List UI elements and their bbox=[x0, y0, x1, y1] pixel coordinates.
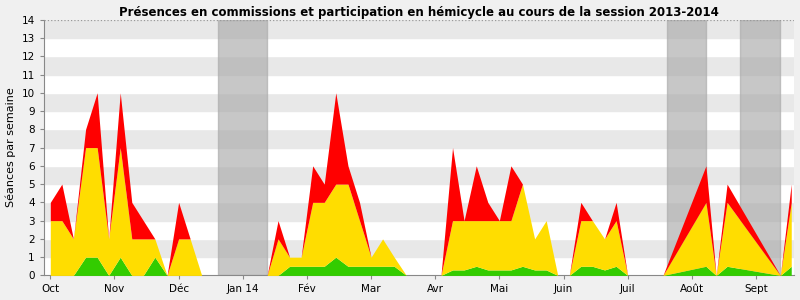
Bar bbox=[44, 38, 794, 56]
Bar bbox=[44, 111, 794, 129]
Bar bbox=[740, 20, 780, 275]
Bar bbox=[44, 93, 794, 111]
Bar bbox=[44, 74, 794, 93]
Bar bbox=[44, 184, 794, 202]
Bar bbox=[44, 129, 794, 148]
Bar bbox=[44, 148, 794, 166]
Title: Présences en commissions et participation en hémicycle au cours de la session 20: Présences en commissions et participatio… bbox=[119, 6, 719, 19]
Bar bbox=[44, 220, 794, 239]
Bar bbox=[218, 20, 267, 275]
Bar bbox=[44, 257, 794, 275]
Y-axis label: Séances par semaine: Séances par semaine bbox=[6, 88, 16, 207]
Bar bbox=[44, 20, 794, 38]
Bar bbox=[44, 56, 794, 74]
Bar bbox=[667, 20, 706, 275]
Bar bbox=[44, 202, 794, 220]
Bar bbox=[44, 239, 794, 257]
Bar bbox=[44, 166, 794, 184]
